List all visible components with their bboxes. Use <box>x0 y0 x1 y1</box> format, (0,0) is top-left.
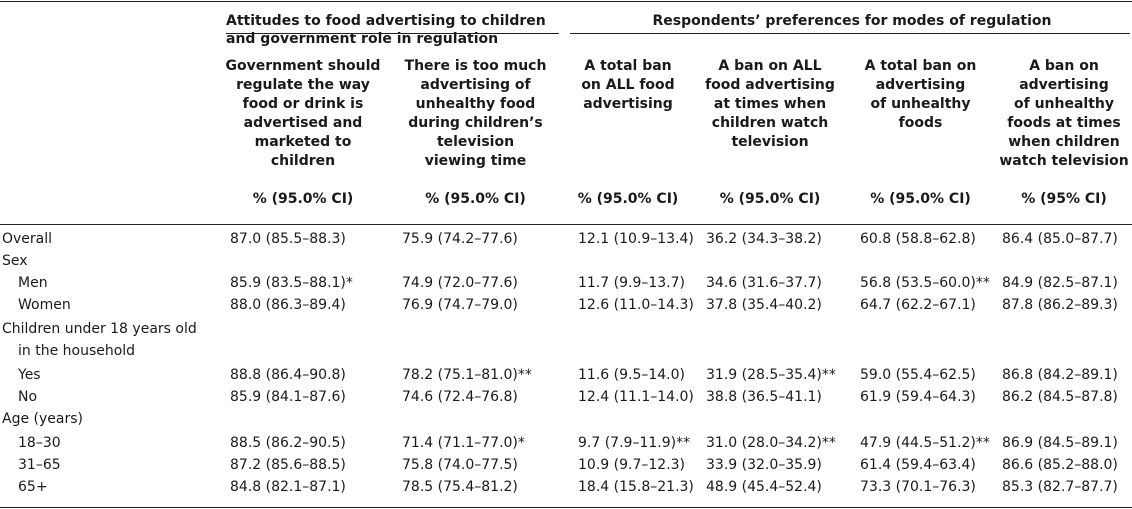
table-cell: 60.8 (58.8–62.8) <box>860 231 976 247</box>
column-header-ban-all-tv-times: A ban on ALL food advertising at times w… <box>705 58 835 150</box>
table-cell: 18.4 (15.8–21.3) <box>578 479 694 495</box>
table-cell: 85.9 (84.1–87.6) <box>230 389 346 405</box>
row-label: Age (years) <box>2 411 83 427</box>
table-cell: 86.8 (84.2–89.1) <box>1002 367 1118 383</box>
table-cell: 85.3 (82.7–87.7) <box>1002 479 1118 495</box>
table-row: Sex <box>0 250 1132 272</box>
table-cell: 47.9 (44.5–51.2)** <box>860 435 990 451</box>
table-cell: 87.8 (86.2–89.3) <box>1002 297 1118 313</box>
table-cell: 84.8 (82.1–87.1) <box>230 479 346 495</box>
table-row: Children under 18 years old <box>0 318 1132 340</box>
row-label: 18–30 <box>18 435 61 451</box>
table-row: Overall 87.0 (85.5–88.3) 75.9 (74.2–77.6) 1… <box>0 228 1132 250</box>
table-top-rule <box>0 1 1132 2</box>
column-header-ban-unhealthy-tv-times: A ban on advertising of unhealthy foods … <box>999 58 1129 169</box>
column-unit: % (95.0% CI) <box>577 191 679 207</box>
table-cell: 87.0 (85.5–88.3) <box>230 231 346 247</box>
row-label: 65+ <box>18 479 48 495</box>
column-header-too-much-advertising: There is too much advertising of unhealt… <box>404 58 547 169</box>
table-row: Age (years) <box>0 408 1132 430</box>
row-label: Children under 18 years old <box>2 321 197 337</box>
column-unit: % (95.0% CI) <box>719 191 821 207</box>
row-label: Yes <box>18 367 41 383</box>
table-cell: 31.9 (28.5–35.4)** <box>706 367 836 383</box>
table-cell: 78.2 (75.1–81.0)** <box>402 367 532 383</box>
table-cell: 56.8 (53.5–60.0)** <box>860 275 990 291</box>
group-header-preferences: Respondents’ preferences for modes of re… <box>652 13 1052 29</box>
table-cell: 78.5 (75.4–81.2) <box>402 479 518 495</box>
table-cell: 73.3 (70.1–76.3) <box>860 479 976 495</box>
table-row: in the household <box>0 340 1132 362</box>
table-cell: 59.0 (55.4–62.5) <box>860 367 976 383</box>
table-row: 31–65 87.2 (85.6–88.5) 75.8 (74.0–77.5) 10.… <box>0 454 1132 476</box>
column-header-government-regulate: Government should regulate the way food … <box>225 58 381 169</box>
table-cell: 61.9 (59.4–64.3) <box>860 389 976 405</box>
table-cell: 87.2 (85.6–88.5) <box>230 457 346 473</box>
table-cell: 74.6 (72.4–76.8) <box>402 389 518 405</box>
header-bottom-rule <box>0 224 1132 225</box>
table-cell: 33.9 (32.0–35.9) <box>706 457 822 473</box>
row-label: 31–65 <box>18 457 61 473</box>
table-cell: 9.7 (7.9–11.9)** <box>578 435 691 451</box>
table-cell: 86.4 (85.0–87.7) <box>1002 231 1118 247</box>
table-cell: 86.6 (85.2–88.0) <box>1002 457 1118 473</box>
group-header-attitudes: Attitudes to food advertising to childre… <box>226 13 546 47</box>
table-cell: 61.4 (59.4–63.4) <box>860 457 976 473</box>
table-cell: 75.8 (74.0–77.5) <box>402 457 518 473</box>
column-unit: % (95.0% CI) <box>425 191 526 207</box>
column-unit: % (95.0% CI) <box>870 191 971 207</box>
table-row: No 85.9 (84.1–87.6) 74.6 (72.4–76.8) 12.4 (… <box>0 386 1132 408</box>
row-label: Women <box>18 297 71 313</box>
table-row: Women 88.0 (86.3–89.4) 76.9 (74.7–79.0) 12.… <box>0 294 1132 316</box>
table-cell: 12.1 (10.9–13.4) <box>578 231 694 247</box>
table-row: Yes 88.8 (86.4–90.8) 78.2 (75.1–81.0)** 11.… <box>0 364 1132 386</box>
row-label: Men <box>18 275 48 291</box>
table-row: 65+ 84.8 (82.1–87.1) 78.5 (75.4–81.2) 18.4 … <box>0 476 1132 498</box>
table-cell: 74.9 (72.0–77.6) <box>402 275 518 291</box>
table-cell: 31.0 (28.0–34.2)** <box>706 435 836 451</box>
table-cell: 86.9 (84.5–89.1) <box>1002 435 1118 451</box>
column-unit: % (95% CI) <box>1021 191 1107 207</box>
table-cell: 37.8 (35.4–40.2) <box>706 297 822 313</box>
row-label: Overall <box>2 231 53 247</box>
table-cell: 38.8 (36.5–41.1) <box>706 389 822 405</box>
table-row: 18–30 88.5 (86.2–90.5) 71.4 (71.1–77.0)* 9.… <box>0 432 1132 454</box>
table-cell: 36.2 (34.3–38.2) <box>706 231 822 247</box>
table-cell: 64.7 (62.2–67.1) <box>860 297 976 313</box>
column-header-total-ban-unhealthy: A total ban on advertising of unhealthy … <box>864 58 977 131</box>
table-cell: 11.6 (9.5–14.0) <box>578 367 685 383</box>
table-cell: 88.0 (86.3–89.4) <box>230 297 346 313</box>
table-cell: 71.4 (71.1–77.0)* <box>402 435 525 451</box>
table-bottom-rule <box>0 507 1132 508</box>
group-header-preferences-underline <box>570 33 1130 34</box>
table-cell: 34.6 (31.6–37.7) <box>706 275 822 291</box>
table-row: Men 85.9 (83.5–88.1)* 74.9 (72.0–77.6) 11.7… <box>0 272 1132 294</box>
group-header-attitudes-underline <box>226 33 559 34</box>
table-cell: 84.9 (82.5–87.1) <box>1002 275 1118 291</box>
table-cell: 12.6 (11.0–14.3) <box>578 297 694 313</box>
table-cell: 48.9 (45.4–52.4) <box>706 479 822 495</box>
row-label: Sex <box>2 253 28 269</box>
table-cell: 88.5 (86.2–90.5) <box>230 435 346 451</box>
column-unit: % (95.0% CI) <box>252 191 354 207</box>
table-cell: 75.9 (74.2–77.6) <box>402 231 518 247</box>
table-cell: 76.9 (74.7–79.0) <box>402 297 518 313</box>
column-header-total-ban-all: A total ban on ALL food advertising <box>581 58 675 112</box>
table-cell: 88.8 (86.4–90.8) <box>230 367 346 383</box>
table-cell: 12.4 (11.1–14.0) <box>578 389 694 405</box>
table-cell: 85.9 (83.5–88.1)* <box>230 275 353 291</box>
row-label: No <box>18 389 38 405</box>
table-cell: 10.9 (9.7–12.3) <box>578 457 685 473</box>
row-label: in the household <box>18 343 136 359</box>
table-cell: 86.2 (84.5–87.8) <box>1002 389 1118 405</box>
table-cell: 11.7 (9.9–13.7) <box>578 275 685 291</box>
